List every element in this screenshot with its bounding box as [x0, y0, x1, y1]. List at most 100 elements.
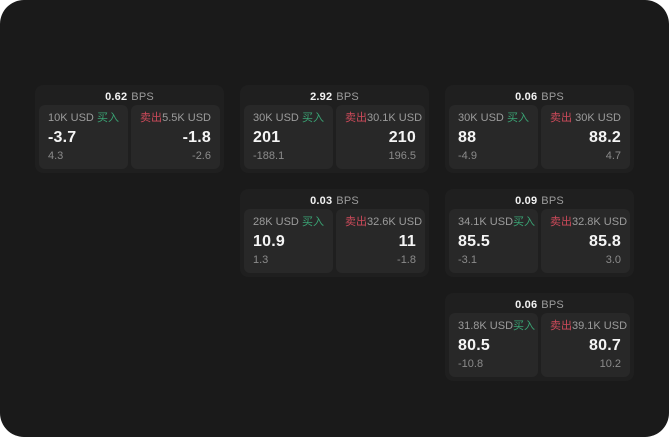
bps-unit-label: BPS: [541, 298, 564, 311]
sell-sub-value: 10.2: [599, 358, 621, 370]
sell-sub-value: 196.5: [388, 150, 416, 162]
buy-panel[interactable]: 30K USD 买入 201 -188.1: [244, 105, 333, 169]
sell-sub-value: 4.7: [605, 150, 621, 162]
buy-size-label: 30K USD: [253, 112, 299, 124]
bps-header: 0.09 BPS: [449, 192, 630, 209]
buy-size-label: 30K USD: [458, 112, 504, 124]
bps-unit-label: BPS: [541, 90, 564, 103]
buy-sub-value: -10.8: [458, 358, 484, 370]
buy-size-label: 34.1K USD: [458, 216, 514, 228]
bps-header: 0.62 BPS: [39, 88, 220, 105]
sell-panel[interactable]: 卖出 39.1K USD 80.7 10.2: [541, 313, 630, 377]
sell-sub-value: -1.8: [397, 254, 416, 266]
buy-sub-value: -188.1: [253, 150, 285, 162]
cards-grid: 0.62 BPS 10K USD 买入 -3.7 4.3 卖出 5.5K USD…: [35, 85, 634, 381]
sell-quote-value: 85.8: [589, 233, 621, 250]
buy-panel-top: 10K USD 买入: [48, 112, 119, 125]
buy-quote-value: -3.7: [48, 129, 77, 146]
buy-panel[interactable]: 31.8K USD 买入 80.5 -10.8: [449, 313, 538, 377]
buy-quote-value: 201: [253, 129, 281, 146]
sell-side-label: 卖出: [550, 216, 572, 228]
sell-panel-top: 卖出 39.1K USD: [550, 320, 627, 333]
quote-card: 0.06 BPS 31.8K USD 买入 80.5 -10.8 卖出 39.1…: [445, 293, 634, 381]
quote-card: 2.92 BPS 30K USD 买入 201 -188.1 卖出 30.1K …: [240, 85, 429, 173]
sell-panel-top: 卖出 32.8K USD: [550, 216, 627, 229]
bps-unit-label: BPS: [131, 90, 154, 103]
sell-size-label: 30.1K USD: [367, 112, 423, 124]
sell-panel[interactable]: 卖出 30K USD 88.2 4.7: [541, 105, 630, 169]
buy-side-label: 买入: [507, 112, 529, 124]
bps-value: 0.06: [515, 298, 538, 311]
buy-side-label: 买入: [302, 216, 324, 228]
buy-size-label: 31.8K USD: [458, 320, 514, 332]
buy-side-label: 买入: [513, 216, 536, 228]
buy-quote-value: 85.5: [458, 233, 490, 250]
sell-panel[interactable]: 卖出 32.8K USD 85.8 3.0: [541, 209, 630, 273]
sell-panel-top: 卖出 30.1K USD: [345, 112, 422, 125]
buy-side-label: 买入: [302, 112, 324, 124]
quote-card: 0.06 BPS 30K USD 买入 88 -4.9 卖出 30K USD 8…: [445, 85, 634, 173]
sell-sub-value: -2.6: [192, 150, 211, 162]
bps-unit-label: BPS: [541, 194, 564, 207]
sell-size-label: 5.5K USD: [162, 112, 211, 124]
sell-quote-value: 88.2: [589, 129, 621, 146]
bps-header: 0.03 BPS: [244, 192, 425, 209]
bps-value: 0.09: [515, 194, 538, 207]
buy-quote-value: 80.5: [458, 337, 490, 354]
sell-side-label: 卖出: [345, 216, 367, 228]
buy-side-label: 买入: [97, 112, 119, 124]
buy-panel-top: 30K USD 买入: [458, 112, 529, 125]
bps-unit-label: BPS: [336, 90, 359, 103]
sell-quote-value: -1.8: [182, 129, 211, 146]
sell-size-label: 32.6K USD: [367, 216, 423, 228]
sell-side-label: 卖出: [345, 112, 367, 124]
buy-panel[interactable]: 28K USD 买入 10.9 1.3: [244, 209, 333, 273]
bps-value: 2.92: [310, 90, 333, 103]
sell-quote-value: 11: [398, 233, 416, 250]
bps-header: 0.06 BPS: [449, 296, 630, 313]
buy-panel-top: 30K USD 买入: [253, 112, 324, 125]
quote-panels: 31.8K USD 买入 80.5 -10.8 卖出 39.1K USD 80.…: [449, 313, 630, 377]
sell-panel-top: 卖出 32.6K USD: [345, 216, 422, 229]
sell-panel[interactable]: 卖出 32.6K USD 11 -1.8: [336, 209, 425, 273]
buy-panel-top: 34.1K USD 买入: [458, 216, 535, 229]
quote-panels: 34.1K USD 买入 85.5 -3.1 卖出 32.8K USD 85.8…: [449, 209, 630, 273]
buy-panel[interactable]: 34.1K USD 买入 85.5 -3.1: [449, 209, 538, 273]
sell-side-label: 卖出: [550, 112, 572, 124]
bps-value: 0.62: [105, 90, 128, 103]
buy-quote-value: 10.9: [253, 233, 285, 250]
buy-sub-value: -4.9: [458, 150, 477, 162]
sell-quote-value: 210: [388, 129, 416, 146]
sell-panel-top: 卖出 30K USD: [550, 112, 621, 125]
buy-sub-value: -3.1: [458, 254, 477, 266]
quote-card: 0.09 BPS 34.1K USD 买入 85.5 -3.1 卖出 32.8K…: [445, 189, 634, 277]
bps-value: 0.06: [515, 90, 538, 103]
sell-size-label: 30K USD: [575, 112, 621, 124]
buy-sub-value: 1.3: [253, 254, 269, 266]
bps-value: 0.03: [310, 194, 333, 207]
quote-panels: 30K USD 买入 88 -4.9 卖出 30K USD 88.2 4.7: [449, 105, 630, 169]
quote-panels: 28K USD 买入 10.9 1.3 卖出 32.6K USD 11 -1.8: [244, 209, 425, 273]
sell-side-label: 卖出: [550, 320, 572, 332]
sell-side-label: 卖出: [140, 112, 162, 124]
quote-panels: 10K USD 买入 -3.7 4.3 卖出 5.5K USD -1.8 -2.…: [39, 105, 220, 169]
buy-panel[interactable]: 10K USD 买入 -3.7 4.3: [39, 105, 128, 169]
quote-card: 0.62 BPS 10K USD 买入 -3.7 4.3 卖出 5.5K USD…: [35, 85, 224, 173]
bps-unit-label: BPS: [336, 194, 359, 207]
buy-panel[interactable]: 30K USD 买入 88 -4.9: [449, 105, 538, 169]
buy-side-label: 买入: [513, 320, 536, 332]
sell-panel[interactable]: 卖出 30.1K USD 210 196.5: [336, 105, 425, 169]
sell-panel[interactable]: 卖出 5.5K USD -1.8 -2.6: [131, 105, 220, 169]
quote-card: 0.03 BPS 28K USD 买入 10.9 1.3 卖出 32.6K US…: [240, 189, 429, 277]
buy-sub-value: 4.3: [48, 150, 64, 162]
buy-quote-value: 88: [458, 129, 477, 146]
sell-panel-top: 卖出 5.5K USD: [140, 112, 211, 125]
buy-size-label: 28K USD: [253, 216, 299, 228]
quote-panels: 30K USD 买入 201 -188.1 卖出 30.1K USD 210 1…: [244, 105, 425, 169]
bps-header: 0.06 BPS: [449, 88, 630, 105]
bps-header: 2.92 BPS: [244, 88, 425, 105]
sell-quote-value: 80.7: [589, 337, 621, 354]
sell-size-label: 32.8K USD: [572, 216, 628, 228]
buy-panel-top: 28K USD 买入: [253, 216, 324, 229]
